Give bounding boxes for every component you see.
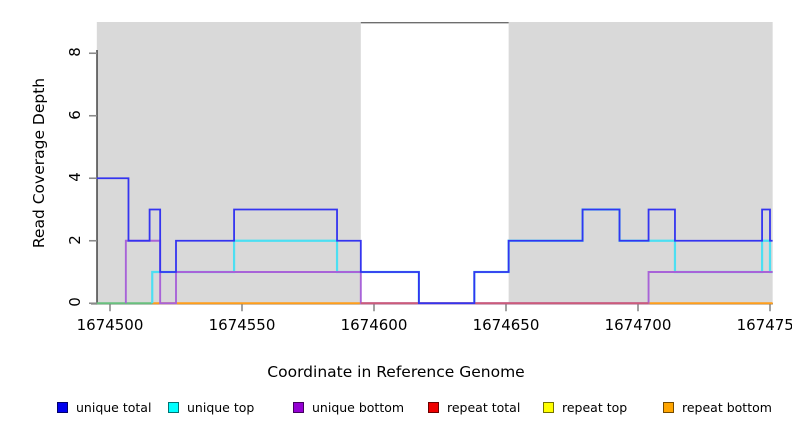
x-axis-title: Coordinate in Reference Genome <box>267 363 525 381</box>
legend-swatch-icon <box>57 401 68 413</box>
x-tick-label: 1674550 <box>208 316 276 334</box>
y-tick-label: 0 <box>66 297 84 308</box>
x-tick-label: 1674650 <box>472 316 540 334</box>
series-unique-total <box>96 177 773 305</box>
legend-item-unique-top: unique top <box>168 398 254 416</box>
legend-swatch-icon <box>168 401 179 413</box>
y-tick-label: 2 <box>66 234 84 245</box>
shaded-region <box>96 22 361 304</box>
legend-item-unique-bottom: unique bottom <box>293 398 404 416</box>
legend-item-repeat-top: repeat top <box>543 398 627 416</box>
legend-label: unique total <box>76 399 152 415</box>
y-tick-label: 8 <box>66 47 84 58</box>
legend-swatch-icon <box>663 401 674 413</box>
x-tick-label: 1674500 <box>76 316 144 334</box>
y-axis-title: Read Coverage Depth <box>30 77 48 249</box>
y-tick-label: 4 <box>66 172 84 183</box>
legend-label: repeat bottom <box>682 399 772 415</box>
shaded-region <box>508 22 773 304</box>
legend-label: repeat total <box>447 399 521 415</box>
legend-swatch-icon <box>428 401 439 413</box>
legend-label: repeat top <box>562 399 628 415</box>
legend-item-repeat-total: repeat total <box>428 398 520 416</box>
x-tick-label: 1674700 <box>604 316 672 334</box>
legend-item-unique-total: unique total <box>57 398 151 416</box>
legend: unique total unique top unique bottom repea… <box>0 398 792 422</box>
legend-swatch-icon <box>543 401 554 413</box>
legend-label: unique bottom <box>312 399 405 415</box>
legend-swatch-icon <box>293 401 304 413</box>
legend-label: unique top <box>187 399 255 415</box>
legend-item-repeat-bottom: repeat bottom <box>663 398 772 416</box>
x-tick-label: 1674600 <box>340 316 408 334</box>
y-tick-label: 6 <box>66 109 84 120</box>
